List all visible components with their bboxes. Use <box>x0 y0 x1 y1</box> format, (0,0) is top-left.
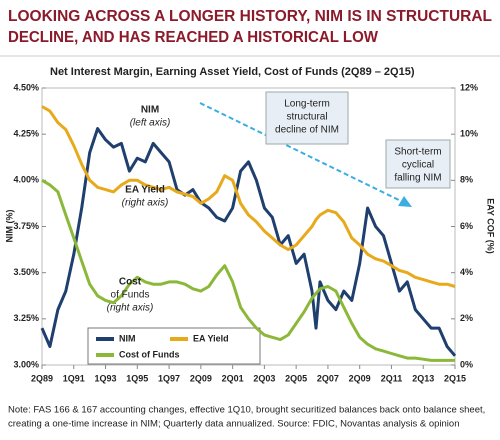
x-tick-label: 2Q15 <box>444 373 466 383</box>
x-tick-label: 2Q07 <box>317 373 339 383</box>
legend-label: NIM <box>119 333 136 343</box>
y-tick-label: 4.50% <box>13 82 39 92</box>
footnote: Note: FAS 166 & 167 accounting changes, … <box>8 405 485 416</box>
annotation: falling NIM <box>394 173 441 184</box>
y2-axis-title: EAY COF (%) <box>486 198 496 254</box>
y2-tick-label: 8% <box>460 175 473 185</box>
legend-box <box>87 327 261 365</box>
x-tick-label: 1Q91 <box>63 373 85 383</box>
y2-tick-label: 2% <box>460 313 473 323</box>
annotation: Short-term <box>394 147 441 158</box>
y2-tick-label: 12% <box>460 82 478 92</box>
annotation: decline of NIM <box>275 125 339 136</box>
annotation: (right axis) <box>107 303 154 314</box>
x-tick-label: 2Q09 <box>349 373 371 383</box>
header-title: LOOKING ACROSS A LONGER HISTORY, NIM IS … <box>8 8 492 25</box>
annotation-box <box>265 91 349 145</box>
y-tick-label: 3.25% <box>13 313 39 323</box>
y-tick-label: 3.00% <box>13 359 39 369</box>
annotation: NIM <box>141 105 159 116</box>
x-tick-label: 2Q05 <box>285 373 307 383</box>
annotation: EA Yield <box>125 185 165 196</box>
annotation: cyclical <box>402 160 434 171</box>
annotation: Cost <box>119 277 142 288</box>
x-tick-label: 1Q93 <box>95 373 117 383</box>
y2-tick-label: 4% <box>460 267 473 277</box>
arrow-head <box>398 196 412 207</box>
x-tick-label: 1Q95 <box>126 373 148 383</box>
y2-tick-label: 10% <box>460 129 478 139</box>
x-tick-label: 1Q97 <box>158 373 180 383</box>
y-tick-label: 3.50% <box>13 267 39 277</box>
y-tick-label: 4.25% <box>13 129 39 139</box>
footnote: creating a one-time increase in NIM; Qua… <box>8 419 459 430</box>
annotation: (right axis) <box>122 198 169 209</box>
series-line <box>40 127 457 357</box>
series-line <box>41 105 456 288</box>
x-tick-label: 2Q03 <box>253 373 275 383</box>
annotation-box <box>385 139 451 189</box>
legend-label: EA Yield <box>193 333 229 343</box>
annotation: structural <box>286 112 327 123</box>
trend-arrow <box>199 102 406 204</box>
annotation: of Funds <box>111 290 150 301</box>
y2-tick-label: 0% <box>460 359 473 369</box>
series-line <box>41 179 455 362</box>
x-tick-label: 2Q09 <box>190 373 212 383</box>
y-tick-label: 3.75% <box>13 221 39 231</box>
y-axis-title: NIM (%) <box>4 210 14 243</box>
plot-frame <box>41 87 456 366</box>
header-title: DECLINE, AND HAS REACHED A HISTORICAL LO… <box>8 29 379 46</box>
annotation: Long-term <box>284 99 330 110</box>
chart-title: Net Interest Margin, Earning Asset Yield… <box>50 66 415 78</box>
annotation: (left axis) <box>130 118 171 129</box>
x-tick-label: 2Q01 <box>222 373 244 383</box>
y2-tick-label: 6% <box>460 221 473 231</box>
legend-label: Cost of Funds <box>119 349 180 359</box>
x-tick-label: 2Q11 <box>381 373 403 383</box>
x-tick-label: 2Q13 <box>412 373 434 383</box>
x-tick-label: 2Q89 <box>31 373 53 383</box>
y-tick-label: 4.00% <box>13 175 39 185</box>
